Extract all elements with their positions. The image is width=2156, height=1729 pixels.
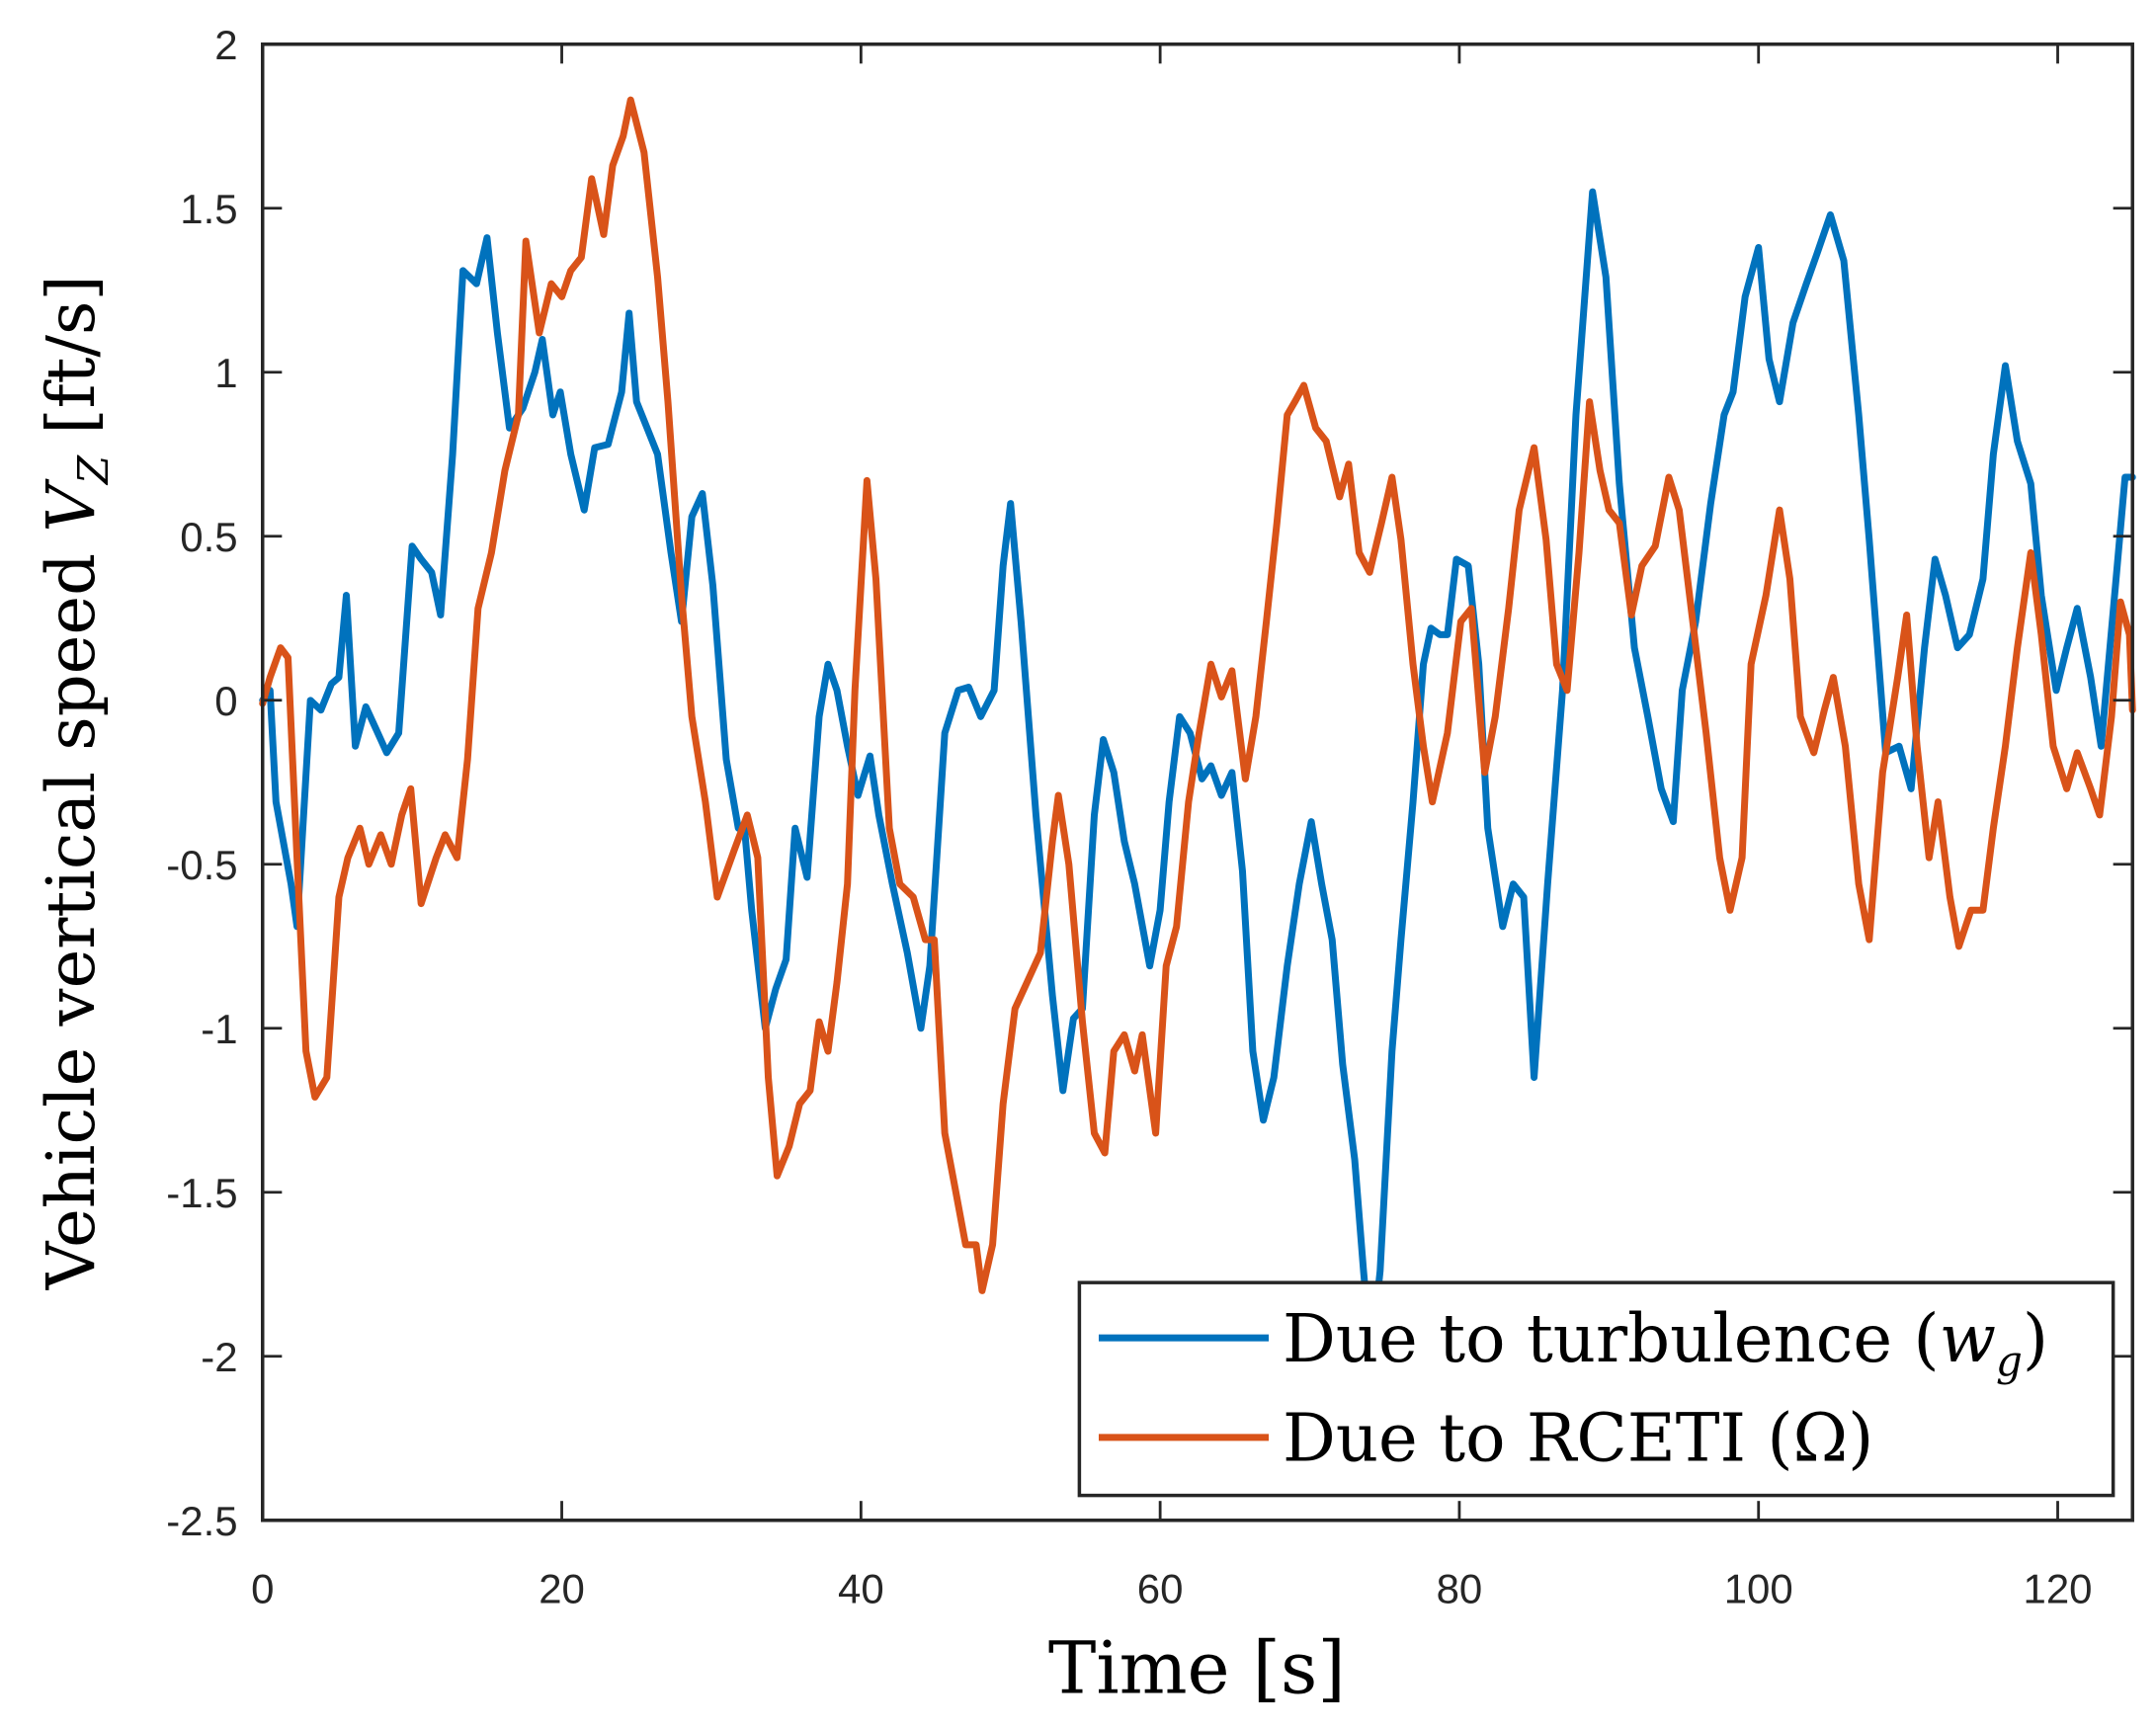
series-line-rceti [259,96,2136,1294]
ticks-layer: 0 20 40 60 80 100 120 -2.5 -2 -1.5 -1 -0.5 0 0.5 1 1.5 2 [166,22,2133,1612]
legend-label-turbulence: Due to turbulence (wg) [1283,1300,2048,1385]
legend-close: ) [2023,1300,2048,1377]
y-tick-label: 1 [214,350,237,396]
y-label-var: V [33,478,110,533]
axes-box [261,42,2134,1523]
x-tick-label: 40 [838,1566,884,1612]
y-tick-label: -2.5 [166,1498,237,1544]
y-tick-label: -1.5 [166,1170,237,1216]
x-tick-label: 60 [1137,1566,1184,1612]
legend-box [1077,1280,2115,1498]
x-tick-label: 20 [539,1566,585,1612]
x-tick-label: 120 [2024,1566,2093,1612]
y-axis-label: Vehicle vertical speed VZ [ft/s] [33,275,118,1290]
legend-var: w [1940,1300,1996,1377]
y-tick-label: 1.5 [180,186,237,232]
y-tick-label: 0.5 [180,514,237,560]
series-layer [259,96,2136,1360]
legend-text: Due to turbulence ( [1283,1300,1940,1377]
x-axis-label: Time [s] [1048,1627,1346,1711]
y-tick-label: -2 [201,1334,237,1380]
x-tick-label: 0 [251,1566,274,1612]
series-line-turbulence [259,188,2136,1360]
y-tick-label: 0 [214,678,237,724]
legend-sub: g [1996,1337,2023,1385]
x-tick-label: 100 [1724,1566,1793,1612]
plot-background [262,43,2133,1521]
y-label-text: Vehicle vertical speed [33,533,110,1291]
y-label-sub: Z [69,454,118,486]
legend: Due to turbulence (wg) Due to RCETI (Ω) [1077,1280,2115,1498]
y-tick-label: -1 [201,1006,237,1052]
legend-label-rceti: Due to RCETI (Ω) [1283,1400,1873,1477]
x-tick-label: 80 [1437,1566,1483,1612]
y-tick-label: -0.5 [166,842,237,888]
y-label-unit: [ft/s] [33,275,110,455]
y-tick-label: 2 [214,22,237,68]
